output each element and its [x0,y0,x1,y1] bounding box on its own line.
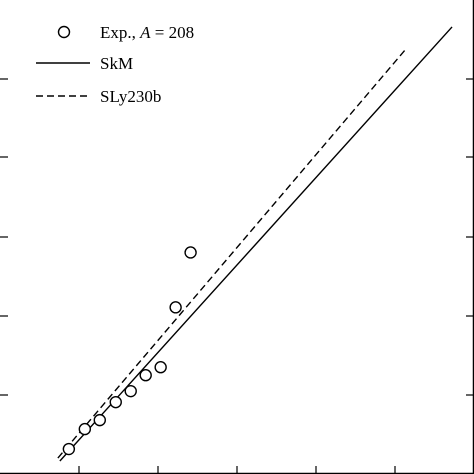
series-line-sly230b [57,49,406,459]
data-point-experiment-8 [184,246,197,259]
legend-label-skm: SkM [100,54,133,73]
data-point-experiment-1 [78,422,92,436]
data-point-experiment-0 [62,442,76,456]
data-point-experiment-3 [109,395,122,409]
series-layer [57,26,453,462]
legend-label-experiment: Exp., A = 208 [100,23,194,42]
legend: Exp., A = 208 SkM SLy230b [36,23,194,106]
data-point-experiment-7 [169,301,182,314]
legend-marker-experiment [57,25,71,39]
data-point-experiment-2 [93,413,106,427]
data-point-experiment-4 [124,384,137,398]
legend-label-sly230b: SLy230b [100,87,161,106]
data-point-experiment-5 [139,369,152,382]
axis-ticks [0,78,474,474]
data-point-experiment-6 [154,361,167,374]
